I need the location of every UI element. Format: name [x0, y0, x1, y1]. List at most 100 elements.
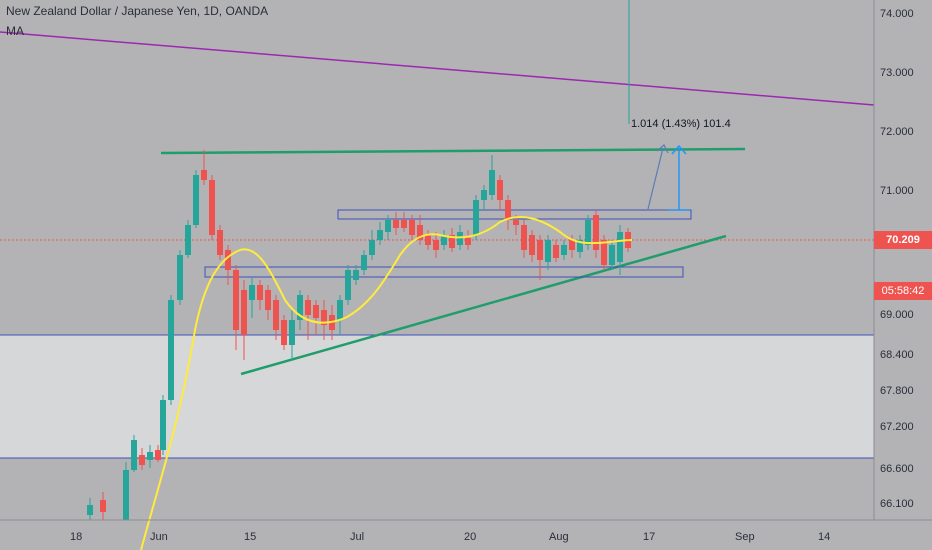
- moving-average-line[interactable]: [140, 216, 633, 550]
- candle-body[interactable]: [265, 290, 271, 310]
- price-tick: 68.400: [880, 349, 914, 361]
- symbol-title[interactable]: New Zealand Dollar / Japanese Yen, 1D, O…: [6, 4, 269, 18]
- candle-body[interactable]: [345, 270, 351, 300]
- candle-body[interactable]: [513, 220, 519, 225]
- candle-body[interactable]: [553, 245, 559, 258]
- candle-body[interactable]: [281, 320, 287, 345]
- candle-body[interactable]: [449, 235, 455, 248]
- time-tick: Jul: [350, 531, 364, 543]
- candle-body[interactable]: [257, 285, 263, 300]
- price-tick: 71.000: [880, 185, 914, 197]
- candle-body[interactable]: [193, 175, 199, 225]
- candle-body[interactable]: [353, 270, 359, 280]
- candle-body[interactable]: [289, 320, 295, 345]
- long-trendline[interactable]: [0, 31, 875, 106]
- time-tick: 15: [244, 531, 256, 543]
- candle-body[interactable]: [537, 240, 543, 260]
- candle-body[interactable]: [168, 300, 174, 400]
- time-tick: 18: [70, 531, 82, 543]
- time-tick: 17: [643, 531, 655, 543]
- candle-body[interactable]: [297, 295, 303, 320]
- candle-body[interactable]: [201, 170, 207, 180]
- measure-arrowhead: [671, 144, 687, 155]
- indicator-label[interactable]: MA: [6, 24, 24, 38]
- time-tick: Sep: [735, 531, 755, 543]
- candle-body[interactable]: [249, 285, 255, 300]
- candle-body[interactable]: [131, 440, 137, 470]
- price-tick: 69.000: [880, 309, 914, 321]
- candle-body[interactable]: [123, 470, 129, 520]
- candle-body[interactable]: [593, 215, 599, 250]
- lower-range-box[interactable]: [204, 266, 684, 278]
- candle-body[interactable]: [521, 225, 527, 250]
- candlestick-series: [87, 150, 631, 520]
- projection-arrowhead: [656, 144, 669, 154]
- candle-body[interactable]: [457, 232, 463, 245]
- candle-body[interactable]: [425, 235, 431, 245]
- candle-body[interactable]: [321, 310, 327, 325]
- candle-body[interactable]: [385, 220, 391, 232]
- candle-body[interactable]: [185, 225, 191, 255]
- time-tick: 20: [464, 531, 476, 543]
- candle-body[interactable]: [497, 180, 503, 200]
- last-price-tag: 70.209: [874, 231, 932, 249]
- candle-body[interactable]: [305, 300, 311, 315]
- time-axis[interactable]: 18 Jun 15 Jul 20 Aug 17 Sep 14: [70, 531, 830, 543]
- candle-body[interactable]: [505, 200, 511, 220]
- measure-label: 1.014 (1.43%) 101.4: [631, 118, 731, 130]
- price-tick: 72.000: [880, 126, 914, 138]
- candle-body[interactable]: [369, 240, 375, 255]
- upper-range-box[interactable]: [337, 209, 692, 220]
- candle-body[interactable]: [313, 305, 319, 318]
- price-tick: 74.000: [880, 8, 914, 20]
- candle-body[interactable]: [209, 180, 215, 235]
- time-tick: Jun: [150, 531, 168, 543]
- time-tick: 14: [818, 531, 830, 543]
- candle-body[interactable]: [100, 500, 106, 512]
- candle-body[interactable]: [361, 255, 367, 270]
- candle-body[interactable]: [609, 245, 615, 265]
- candle-body[interactable]: [577, 240, 583, 252]
- candle-body[interactable]: [529, 235, 535, 255]
- candle-body[interactable]: [569, 240, 575, 250]
- candle-body[interactable]: [617, 232, 623, 262]
- candle-body[interactable]: [233, 270, 239, 330]
- price-axis[interactable]: 74.000 73.000 72.000 71.000 69.000 68.40…: [880, 8, 914, 510]
- candle-body[interactable]: [139, 455, 145, 465]
- candle-body[interactable]: [561, 245, 567, 255]
- candle-body[interactable]: [441, 235, 447, 245]
- candle-body[interactable]: [489, 170, 495, 195]
- candle-body[interactable]: [147, 452, 153, 460]
- candle-body[interactable]: [601, 240, 607, 265]
- candle-body[interactable]: [337, 300, 343, 320]
- candle-body[interactable]: [545, 240, 551, 262]
- candle-body[interactable]: [481, 190, 487, 200]
- candle-body[interactable]: [433, 240, 439, 250]
- time-tick: Aug: [549, 531, 569, 543]
- candle-body[interactable]: [273, 300, 279, 330]
- candle-body[interactable]: [87, 505, 93, 515]
- candle-body[interactable]: [473, 200, 479, 235]
- price-tick: 66.100: [880, 498, 914, 510]
- candle-body[interactable]: [401, 220, 407, 228]
- projection-arrow[interactable]: [647, 147, 664, 210]
- demand-zone: [0, 335, 874, 458]
- candle-body[interactable]: [409, 220, 415, 235]
- candle-body[interactable]: [241, 290, 247, 335]
- candle-body[interactable]: [177, 255, 183, 300]
- candle-body[interactable]: [465, 238, 471, 245]
- support-trendline[interactable]: [240, 234, 727, 376]
- candle-body[interactable]: [160, 400, 166, 450]
- candle-body[interactable]: [585, 220, 591, 245]
- candle-body[interactable]: [377, 230, 383, 240]
- candle-body[interactable]: [155, 450, 161, 460]
- candle-body[interactable]: [225, 250, 231, 270]
- candle-body[interactable]: [393, 220, 399, 228]
- price-tick: 67.800: [880, 385, 914, 397]
- bar-countdown-tag: 05:58:42: [874, 282, 932, 300]
- candle-body[interactable]: [217, 230, 223, 255]
- candle-body[interactable]: [417, 225, 423, 240]
- resistance-line[interactable]: [160, 147, 746, 155]
